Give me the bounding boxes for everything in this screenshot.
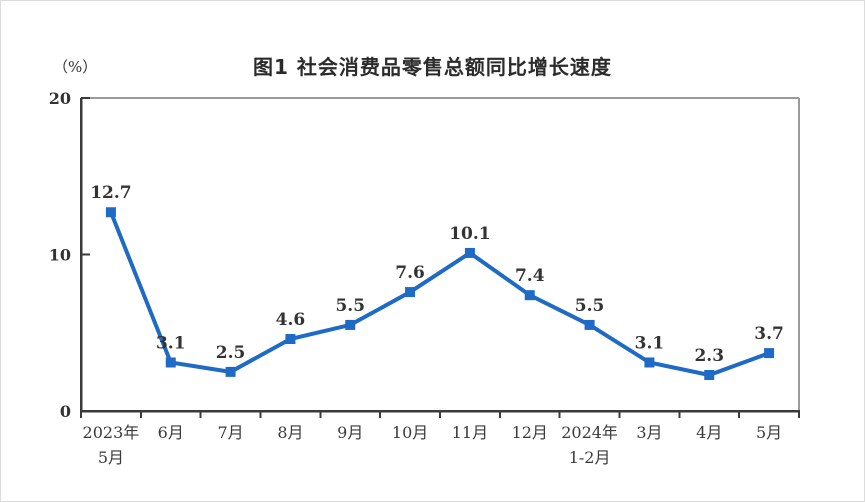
data-point-label: 2.3 bbox=[694, 346, 724, 366]
data-point-marker bbox=[464, 247, 475, 258]
x-tick-label: 9月 bbox=[337, 423, 363, 442]
data-point-label: 7.6 bbox=[395, 263, 425, 283]
x-tick-label: 5月 bbox=[756, 423, 782, 442]
data-point-marker bbox=[764, 348, 775, 359]
data-point-label: 2.5 bbox=[216, 343, 246, 363]
chart-title: 图1 社会消费品零售总额同比增长速度 bbox=[253, 55, 612, 79]
x-tick-label: 4月 bbox=[696, 423, 722, 442]
data-point-label: 12.7 bbox=[90, 183, 131, 203]
x-tick-label: 3月 bbox=[636, 423, 662, 442]
data-point-label: 3.1 bbox=[635, 333, 665, 353]
y-tick-label: 10 bbox=[49, 246, 71, 265]
data-point-label: 5.5 bbox=[335, 296, 365, 316]
x-tick-label: 12月 bbox=[512, 423, 548, 442]
x-tick-label: 6月 bbox=[158, 423, 184, 442]
data-point-marker bbox=[644, 357, 655, 368]
x-tick-label: 11月 bbox=[452, 423, 488, 442]
data-point-marker bbox=[405, 287, 416, 298]
data-point-label: 3.7 bbox=[754, 324, 784, 344]
y-tick-label: 0 bbox=[60, 402, 71, 421]
data-point-marker bbox=[165, 357, 176, 368]
data-point-marker bbox=[225, 366, 236, 377]
data-point-marker bbox=[105, 207, 116, 218]
data-point-label: 10.1 bbox=[449, 224, 490, 244]
data-point-marker bbox=[584, 319, 595, 330]
data-point-label: 3.1 bbox=[156, 333, 186, 353]
x-tick-label: 10月 bbox=[392, 423, 428, 442]
x-tick-label: 8月 bbox=[277, 423, 303, 442]
data-point-marker bbox=[704, 370, 715, 381]
data-point-marker bbox=[524, 290, 535, 301]
x-tick-label: 2023年 5月 bbox=[83, 423, 140, 467]
y-axis-unit-label: （%） bbox=[53, 58, 98, 76]
x-tick-label: 2024年 1-2月 bbox=[561, 423, 618, 467]
data-point-marker bbox=[285, 334, 296, 345]
y-tick-label: 20 bbox=[49, 89, 71, 108]
data-point-label: 7.4 bbox=[515, 266, 545, 286]
x-tick-label: 7月 bbox=[217, 423, 243, 442]
data-point-label: 5.5 bbox=[575, 296, 605, 316]
data-point-marker bbox=[345, 319, 356, 330]
data-point-label: 4.6 bbox=[276, 310, 306, 330]
data-line bbox=[109, 211, 770, 378]
